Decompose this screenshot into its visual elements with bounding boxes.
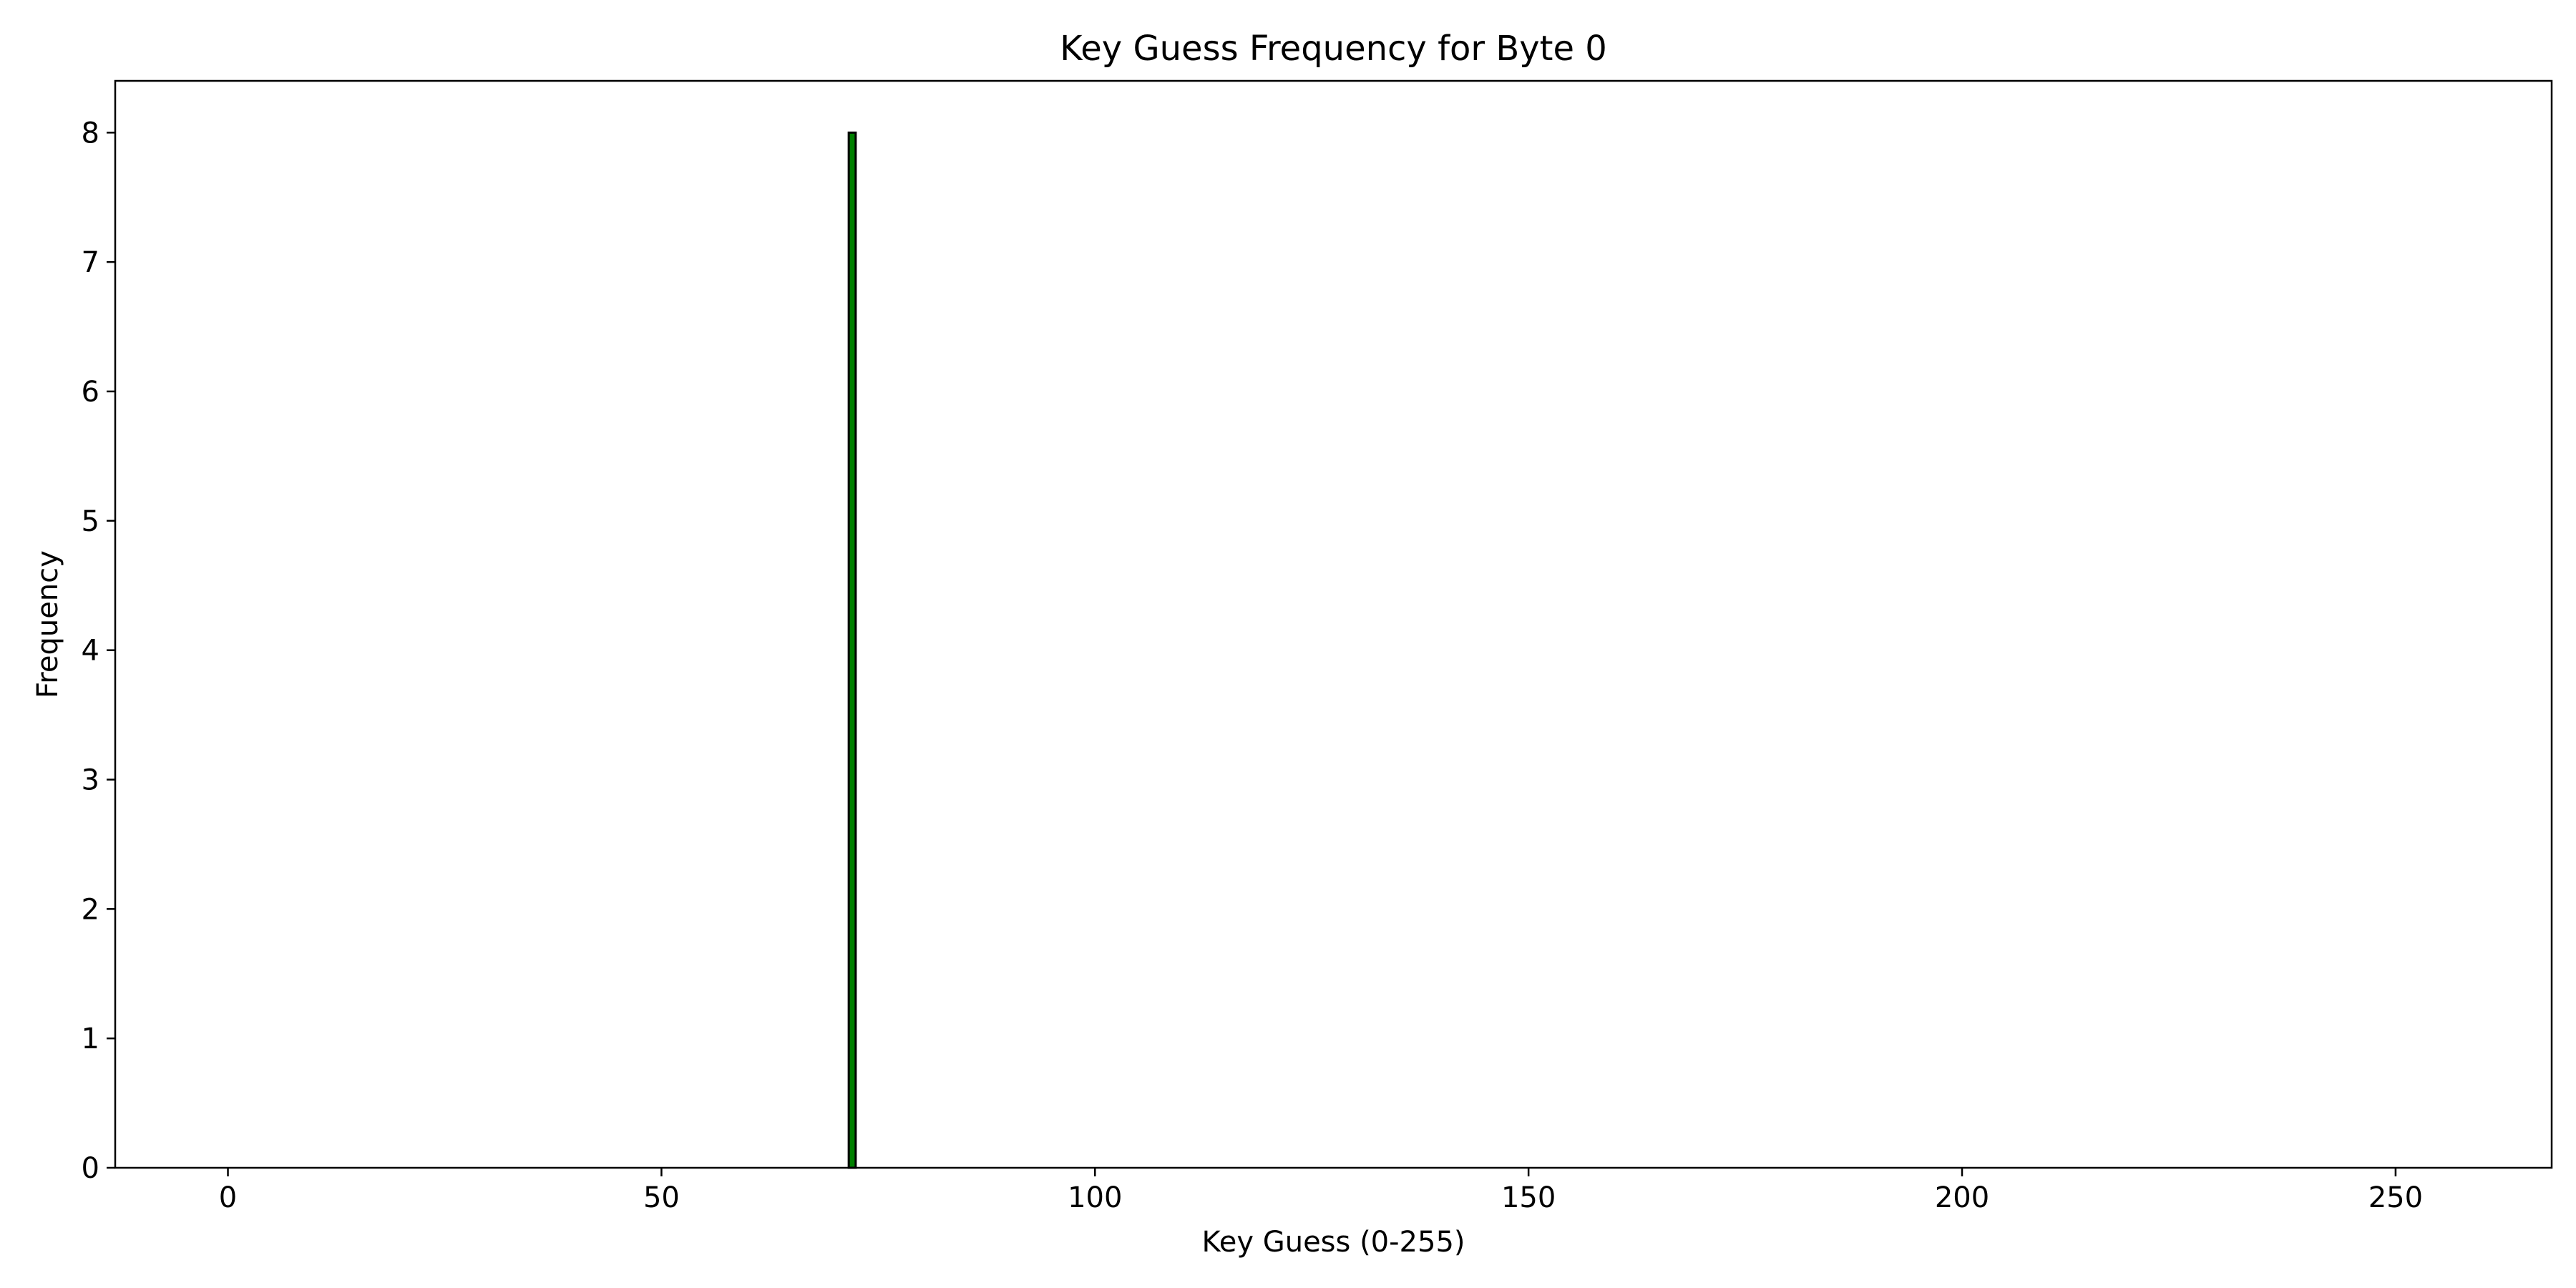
- x-tick-label-50: 50: [643, 1181, 680, 1214]
- y-tick-label-2: 2: [82, 893, 99, 926]
- x-tick-label-150: 150: [1501, 1181, 1556, 1214]
- bar-key-72: [847, 131, 857, 1169]
- y-axis-title: Frequency: [31, 550, 64, 698]
- x-tick-label-100: 100: [1068, 1181, 1122, 1214]
- y-tick-label-5: 5: [82, 505, 99, 538]
- plot-frame: [114, 79, 2553, 1169]
- y-tick-label-8: 8: [82, 117, 99, 150]
- x-tick-label-200: 200: [1935, 1181, 1989, 1214]
- y-axis: 0 1 2 3 4 5 6 7 8: [82, 117, 115, 1185]
- y-tick-label-7: 7: [82, 246, 99, 279]
- x-tick-label-0: 0: [219, 1181, 237, 1214]
- chart-title: Key Guess Frequency for Byte 0: [1060, 29, 1607, 69]
- x-axis: 0 50 100 150 200 250: [219, 1168, 2423, 1214]
- y-tick-label-6: 6: [82, 376, 99, 409]
- y-tick-label-0: 0: [82, 1152, 99, 1185]
- y-tick-label-1: 1: [82, 1023, 99, 1055]
- y-tick-label-3: 3: [82, 764, 99, 797]
- x-axis-title: Key Guess (0-255): [1201, 1226, 1465, 1259]
- x-tick-label-250: 250: [2368, 1181, 2423, 1214]
- y-tick-label-4: 4: [82, 635, 99, 668]
- plot-area: [115, 81, 2552, 1168]
